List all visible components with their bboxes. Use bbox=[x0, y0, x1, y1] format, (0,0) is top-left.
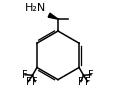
Text: F: F bbox=[25, 77, 31, 87]
Text: F: F bbox=[22, 70, 28, 80]
Text: F: F bbox=[77, 77, 83, 87]
Text: F: F bbox=[84, 77, 90, 87]
Text: H₂N: H₂N bbox=[25, 3, 46, 13]
Text: F: F bbox=[32, 77, 38, 87]
Text: F: F bbox=[87, 70, 93, 80]
Polygon shape bbox=[48, 13, 58, 19]
